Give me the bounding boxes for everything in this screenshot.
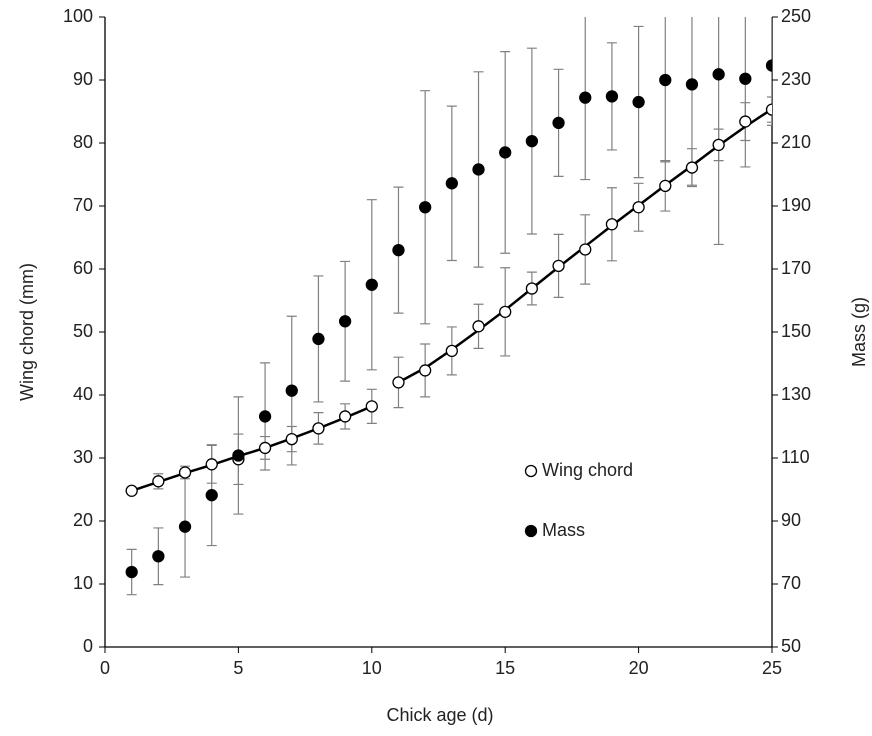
y-axis-label: Wing chord (mm) <box>17 263 37 401</box>
error-bar <box>713 17 724 246</box>
x-axis-label: Chick age (d) <box>386 705 493 725</box>
open-marker <box>765 103 772 116</box>
fit-line <box>131 405 373 492</box>
y-tick-label: 30 <box>73 447 93 467</box>
open-marker <box>312 422 325 435</box>
open-marker <box>125 484 138 497</box>
error-bar <box>767 96 772 123</box>
open-marker <box>525 282 539 295</box>
open-marker <box>419 364 432 377</box>
y-tick-label: 70 <box>73 195 93 215</box>
y-tick-label: 90 <box>73 69 93 89</box>
filled-marker <box>632 95 645 109</box>
x-tick-label: 5 <box>233 658 243 678</box>
y-tick-label: 20 <box>73 510 93 530</box>
x-tick-label: 15 <box>495 658 515 678</box>
y2-axis-label: Mass (g) <box>849 297 869 367</box>
filled-marker <box>232 449 245 462</box>
y-tick-label: 50 <box>73 321 93 341</box>
legend-marker <box>524 464 538 478</box>
open-marker <box>472 320 485 333</box>
filled-marker <box>338 315 352 328</box>
open-marker <box>338 410 352 423</box>
filled-marker <box>365 278 378 291</box>
filled-marker <box>258 410 272 423</box>
open-marker <box>365 400 378 413</box>
filled-marker <box>205 489 218 502</box>
y2-tick-label: 230 <box>781 69 811 89</box>
x-tick-label: 0 <box>100 658 110 678</box>
open-marker <box>445 344 458 358</box>
filled-marker <box>445 177 458 190</box>
filled-marker <box>659 73 672 87</box>
x-tick-label: 20 <box>629 658 649 678</box>
filled-marker <box>739 72 752 85</box>
open-marker <box>152 475 165 488</box>
y-tick-label: 0 <box>83 636 93 656</box>
y-tick-label: 60 <box>73 258 93 278</box>
filled-marker <box>285 384 298 397</box>
y2-tick-label: 170 <box>781 258 811 278</box>
filled-marker <box>419 201 432 214</box>
x-tick-label: 10 <box>362 658 382 678</box>
legend-label: Wing chord <box>542 460 633 480</box>
filled-marker <box>765 59 772 72</box>
y2-tick-label: 190 <box>781 195 811 215</box>
filled-marker <box>685 78 699 91</box>
filled-marker <box>312 332 325 346</box>
open-marker <box>579 243 592 256</box>
legend-marker <box>524 524 538 538</box>
y2-tick-label: 150 <box>781 321 811 341</box>
open-marker <box>499 305 512 318</box>
y2-tick-label: 50 <box>781 636 801 656</box>
filled-marker <box>579 91 592 104</box>
open-marker <box>659 179 672 192</box>
x-tick-label: 25 <box>762 658 782 678</box>
open-marker <box>285 432 298 446</box>
filled-marker <box>392 243 405 257</box>
y2-tick-label: 110 <box>781 447 810 467</box>
y-tick-label: 100 <box>63 6 93 26</box>
error-bar <box>686 17 697 186</box>
y2-tick-label: 90 <box>781 510 801 530</box>
open-marker <box>552 259 565 273</box>
open-marker <box>392 376 405 389</box>
filled-marker <box>499 146 512 159</box>
y-tick-label: 10 <box>73 573 93 593</box>
filled-marker <box>178 520 192 533</box>
y2-tick-label: 210 <box>781 132 811 152</box>
open-marker <box>712 138 725 152</box>
y2-tick-label: 250 <box>781 6 811 26</box>
y2-tick-label: 70 <box>781 573 801 593</box>
open-marker <box>258 441 272 455</box>
filled-marker <box>712 68 725 81</box>
open-marker <box>739 115 752 128</box>
legend-label: Mass <box>542 520 585 540</box>
open-marker <box>685 161 699 174</box>
filled-marker <box>125 565 138 579</box>
open-marker <box>605 218 619 231</box>
filled-marker <box>552 116 565 129</box>
filled-marker <box>605 90 619 103</box>
plot-area <box>125 17 772 596</box>
open-marker <box>632 201 645 214</box>
filled-marker <box>525 134 539 148</box>
filled-marker <box>472 163 485 176</box>
y2-tick-label: 130 <box>781 384 811 404</box>
filled-marker <box>152 550 165 563</box>
error-bar <box>767 17 772 126</box>
y-tick-label: 80 <box>73 132 93 152</box>
open-marker <box>205 458 218 471</box>
open-marker <box>178 466 192 479</box>
y-tick-label: 40 <box>73 384 93 404</box>
